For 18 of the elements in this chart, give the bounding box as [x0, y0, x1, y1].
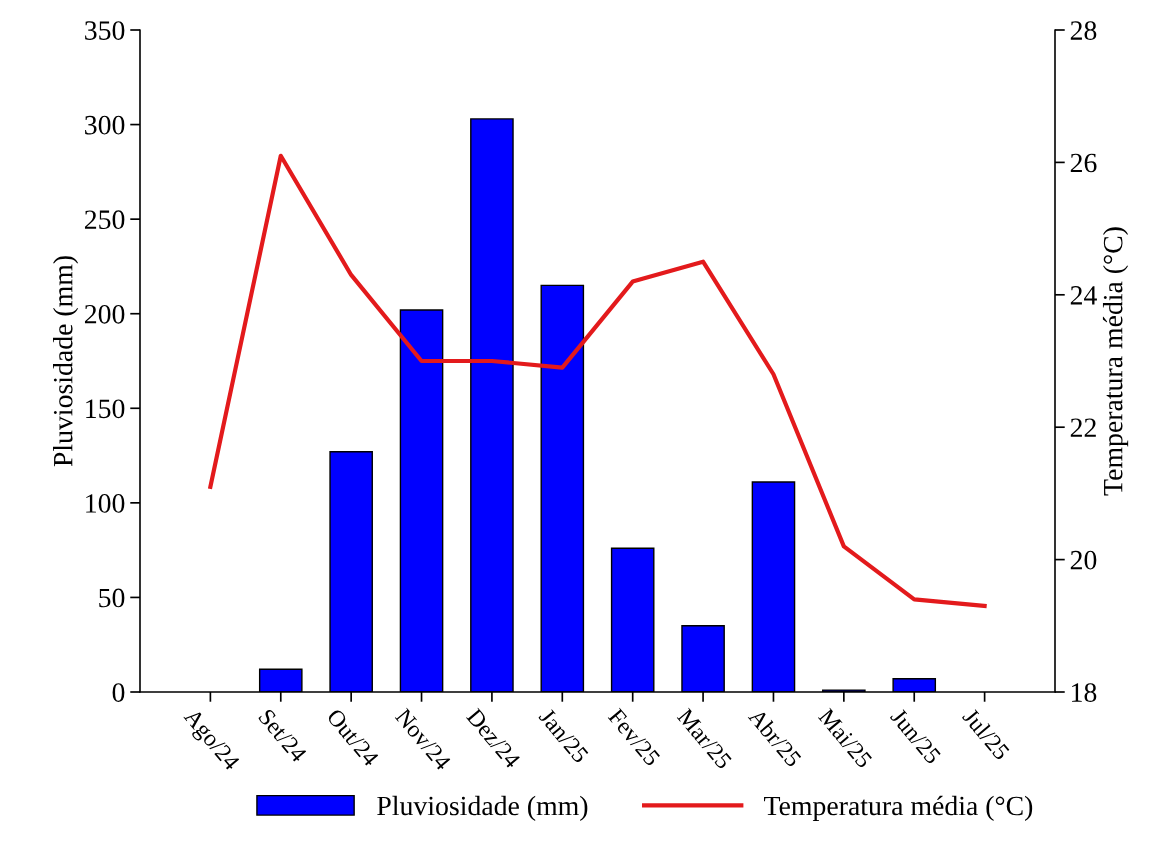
y-tick-label: 300	[85, 115, 125, 135]
y2-tick-label: 22	[1070, 418, 1096, 437]
legend-label: Pluviosidade (mm)	[377, 795, 588, 821]
y-tick-label: 350	[85, 21, 125, 40]
y2-tick-label: 20	[1070, 550, 1097, 570]
y2-tick-label: 26	[1070, 153, 1097, 173]
y-tick-label: 50	[99, 588, 125, 608]
legend-label: Temperatura média (°C)	[764, 795, 1033, 821]
y-tick-label: 200	[84, 304, 125, 324]
y2-tick-label: 24	[1070, 286, 1097, 305]
y-tick-label: 150	[86, 399, 125, 419]
y2-tick-label: 18	[1072, 683, 1097, 702]
y-axis-title: Pluviosidade (mm)	[53, 256, 79, 467]
y-tick-label: 100	[86, 494, 125, 513]
y2-axis-title: Temperatura média (°C)	[1102, 227, 1129, 496]
y-tick-label: 250	[84, 210, 125, 230]
y2-tick-label: 28	[1070, 21, 1097, 40]
y-tick-label: 0	[112, 683, 125, 702]
